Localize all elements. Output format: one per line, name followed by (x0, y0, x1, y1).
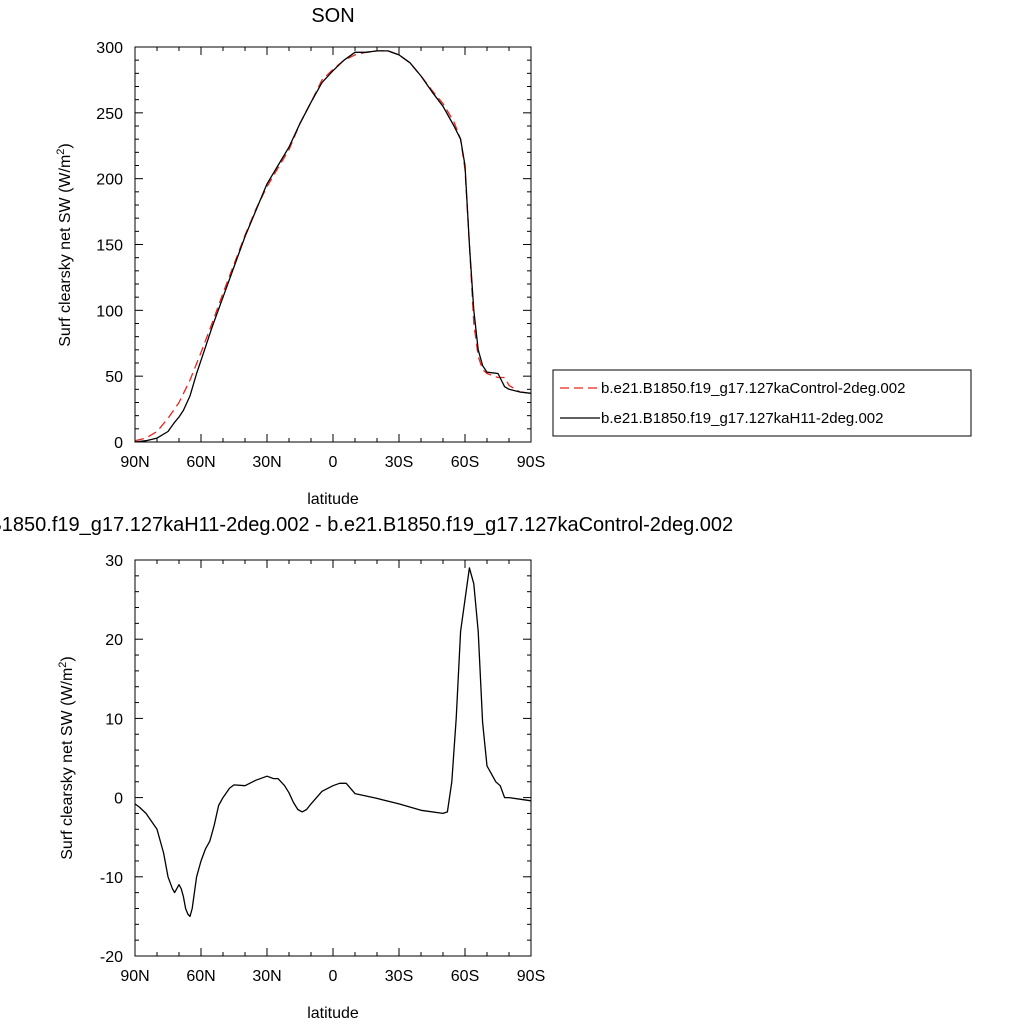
top-x-tick-label: 0 (329, 454, 338, 471)
top-x-tick-label: 90S (517, 454, 545, 471)
bottom-plot-panel: b.e21.B1850.f19_g17.127kaH11-2deg.002 - … (0, 514, 733, 1022)
top-x-tick-label: 30N (252, 454, 281, 471)
bottom-series-layer (134, 567, 532, 918)
legend-label-h11: b.e21.B1850.f19_g17.127kaH11-2deg.002 (601, 410, 883, 427)
bottom-x-tick-label: 30S (385, 968, 413, 985)
bottom-plot-frame (134, 559, 532, 957)
top-x-tick-label: 60S (451, 454, 479, 471)
top-y-axis-label: Surf clearsky net SW (W/m2) (55, 143, 74, 346)
top-y-tick-label: 100 (96, 303, 123, 320)
top-y-axis-label-main: Surf clearsky net SW (W/m (57, 155, 74, 347)
top-x-tick-labels: 90N 60N 30N 0 30S 60S 90S (120, 454, 545, 471)
bottom-x-tick-label: 90S (517, 968, 545, 985)
bottom-x-tick-labels: 90N 60N 30N 0 30S 60S 90S (120, 968, 545, 985)
top-x-tick-label: 90N (120, 454, 149, 471)
bottom-y-tick-label: 0 (114, 791, 123, 808)
bottom-x-tick-label: 30N (252, 968, 281, 985)
top-plot-panel: SON 90N 60N 30N 0 30S 60S 90S 0 50 100 150 200 250 3… (55, 5, 972, 508)
top-series-line-1 (134, 50, 532, 443)
top-y-tick-label: 200 (96, 172, 123, 189)
bottom-y-tick-label: 30 (105, 553, 123, 570)
bottom-y-axis-label-close: ) (59, 656, 76, 661)
top-x-tick-label: 30S (385, 454, 413, 471)
top-y-tick-label: 300 (96, 40, 123, 57)
top-x-axis-label: latitude (307, 491, 359, 508)
top-series-line-0 (134, 50, 532, 442)
top-y-axis-label-close: ) (57, 143, 74, 148)
top-y-tick-label: 150 (96, 238, 123, 255)
bottom-series-line-0 (134, 567, 532, 918)
top-chart-title: SON (311, 5, 354, 27)
bottom-y-tick-label: 20 (105, 632, 123, 649)
top-y-tick-label: 50 (105, 369, 123, 386)
bottom-x-tick-label: 60S (451, 968, 479, 985)
top-x-tick-label: 60N (186, 454, 215, 471)
top-series-layer (134, 50, 532, 443)
bottom-x-axis-label: latitude (307, 1005, 359, 1022)
legend: b.e21.B1850.f19_g17.127kaControl-2deg.00… (552, 369, 972, 437)
bottom-y-tick-labels: -20 -10 0 10 20 30 (100, 553, 123, 966)
bottom-x-tick-label: 90N (120, 968, 149, 985)
legend-label-control: b.e21.B1850.f19_g17.127kaControl-2deg.00… (601, 380, 905, 397)
bottom-y-tick-label: -20 (100, 949, 123, 966)
top-y-tick-label: 0 (114, 435, 123, 452)
bottom-y-axis-label: Surf clearsky net SW (W/m2) (57, 656, 76, 859)
bottom-y-axis-label-sup: 2 (57, 662, 69, 668)
bottom-x-tick-label: 0 (329, 968, 338, 985)
bottom-y-tick-label: 10 (105, 711, 123, 728)
bottom-chart-title: b.e21.B1850.f19_g17.127kaH11-2deg.002 - … (0, 514, 733, 536)
top-plot-frame (134, 46, 532, 443)
bottom-y-axis-label-main: Surf clearsky net SW (W/m (59, 668, 76, 860)
top-y-tick-labels: 0 50 100 150 200 250 300 (96, 40, 123, 452)
legend-box (552, 369, 972, 437)
bottom-x-tick-label: 60N (186, 968, 215, 985)
top-y-tick-label: 250 (96, 106, 123, 123)
top-y-axis-label-sup: 2 (55, 149, 67, 155)
bottom-y-tick-label: -10 (100, 870, 123, 887)
